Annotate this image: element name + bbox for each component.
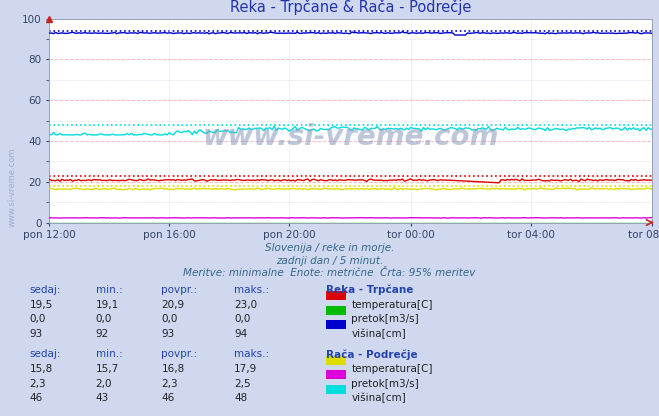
Text: 0,0: 0,0 <box>96 314 112 324</box>
Text: 2,5: 2,5 <box>234 379 250 389</box>
Text: temperatura[C]: temperatura[C] <box>351 300 433 310</box>
Text: 19,1: 19,1 <box>96 300 119 310</box>
Text: Reka - Trpčane: Reka - Trpčane <box>326 285 414 295</box>
Text: višina[cm]: višina[cm] <box>351 393 406 404</box>
Text: zadnji dan / 5 minut.: zadnji dan / 5 minut. <box>276 256 383 266</box>
Text: 16,8: 16,8 <box>161 364 185 374</box>
Text: temperatura[C]: temperatura[C] <box>351 364 433 374</box>
Text: Slovenija / reke in morje.: Slovenija / reke in morje. <box>265 243 394 253</box>
Text: Rača - Podrečje: Rača - Podrečje <box>326 349 418 360</box>
Text: povpr.:: povpr.: <box>161 285 198 295</box>
Text: sedaj:: sedaj: <box>30 349 61 359</box>
Text: 43: 43 <box>96 393 109 403</box>
Text: 46: 46 <box>30 393 43 403</box>
Text: maks.:: maks.: <box>234 349 269 359</box>
Text: 15,8: 15,8 <box>30 364 53 374</box>
Text: pretok[m3/s]: pretok[m3/s] <box>351 379 419 389</box>
Text: www.si-vreme.com: www.si-vreme.com <box>8 147 17 227</box>
Text: 17,9: 17,9 <box>234 364 257 374</box>
Text: 2,0: 2,0 <box>96 379 112 389</box>
Text: 20,9: 20,9 <box>161 300 185 310</box>
Text: povpr.:: povpr.: <box>161 349 198 359</box>
Text: 0,0: 0,0 <box>161 314 178 324</box>
Text: 0,0: 0,0 <box>30 314 46 324</box>
Text: 15,7: 15,7 <box>96 364 119 374</box>
Text: min.:: min.: <box>96 349 123 359</box>
Text: 93: 93 <box>30 329 43 339</box>
Text: 94: 94 <box>234 329 247 339</box>
Text: 2,3: 2,3 <box>161 379 178 389</box>
Title: Reka - Trpčane & Rača - Podrečje: Reka - Trpčane & Rača - Podrečje <box>230 0 472 15</box>
Text: sedaj:: sedaj: <box>30 285 61 295</box>
Text: 19,5: 19,5 <box>30 300 53 310</box>
Text: višina[cm]: višina[cm] <box>351 329 406 339</box>
Text: 48: 48 <box>234 393 247 403</box>
Text: maks.:: maks.: <box>234 285 269 295</box>
Text: 23,0: 23,0 <box>234 300 257 310</box>
Text: Meritve: minimalne  Enote: metrične  Črta: 95% meritev: Meritve: minimalne Enote: metrične Črta:… <box>183 268 476 278</box>
Text: www.si-vreme.com: www.si-vreme.com <box>203 123 499 151</box>
Text: 0,0: 0,0 <box>234 314 250 324</box>
Text: 92: 92 <box>96 329 109 339</box>
Text: pretok[m3/s]: pretok[m3/s] <box>351 314 419 324</box>
Text: 46: 46 <box>161 393 175 403</box>
Text: 93: 93 <box>161 329 175 339</box>
Text: min.:: min.: <box>96 285 123 295</box>
Text: 2,3: 2,3 <box>30 379 46 389</box>
